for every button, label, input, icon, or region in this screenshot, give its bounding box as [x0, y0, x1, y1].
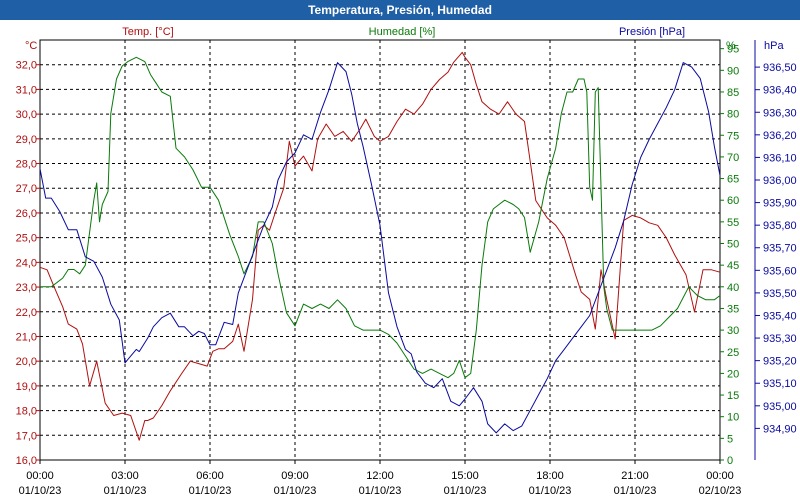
pressure-tick-label: 935,20: [763, 356, 797, 368]
pressure-tick-label: 935,50: [763, 288, 797, 300]
temp-tick-label: 18,0: [16, 406, 37, 418]
pressure-tick-label: 935,70: [763, 243, 797, 255]
temp-tick-label: 32,0: [16, 60, 37, 72]
humidity-tick-label: 15: [727, 390, 739, 402]
x-tick-time: 06:00: [196, 470, 224, 482]
time-axis-ticks: 00:00 01/10/23 03:00 01/10/23 06:00 01/10/23 0…: [19, 460, 742, 497]
pressure-tick-label: 936,00: [763, 175, 797, 187]
temp-tick-label: 23,0: [16, 282, 37, 294]
x-tick-date: 01/10/23: [19, 485, 62, 497]
temp-tick-label: 30,0: [16, 109, 37, 121]
humidity-tick-label: 10: [727, 412, 739, 424]
humidity-tick-label: 80: [727, 109, 739, 121]
pressure-tick-label: 935,30: [763, 333, 797, 345]
x-tick-date: 01/10/23: [529, 485, 572, 497]
humidity-tick-label: 25: [727, 347, 739, 359]
humidity-tick-label: 20: [727, 368, 739, 380]
pressure-tick-label: 935,40: [763, 310, 797, 322]
temp-axis-title: Temp. [°C]: [122, 26, 173, 38]
humidity-axis-ticks: 0 5 10 15 20 25 30 35 40 45 50 55 60 65 70 75 80 85 90 95: [720, 44, 739, 467]
humidity-tick-label: 35: [727, 303, 739, 315]
x-tick-date: 01/10/23: [614, 485, 657, 497]
x-tick-time: 15:00: [451, 470, 479, 482]
humidity-tick-label: 5: [727, 433, 733, 445]
temp-tick-label: 17,0: [16, 430, 37, 442]
temp-tick-label: 16,0: [16, 455, 37, 467]
temp-tick-label: 21,0: [16, 331, 37, 343]
temp-tick-label: 26,0: [16, 208, 37, 220]
x-tick-time: 00:00: [26, 470, 54, 482]
pressure-tick-label: 936,10: [763, 152, 797, 164]
humidity-unit-label: %: [726, 40, 736, 52]
temp-tick-label: 22,0: [16, 307, 37, 319]
temp-tick-label: 27,0: [16, 183, 37, 195]
pressure-axis-ticks: 934,90 935,00 935,10 935,20 935,30 935,40 935,…: [755, 62, 797, 435]
x-tick-time: 21:00: [621, 470, 649, 482]
pressure-tick-label: 935,00: [763, 401, 797, 413]
humidity-tick-label: 70: [727, 152, 739, 164]
x-tick-time: 00:00: [706, 470, 734, 482]
temp-tick-label: 19,0: [16, 381, 37, 393]
pressure-axis-title: Presión [hPa]: [619, 26, 685, 38]
humidity-tick-label: 50: [727, 239, 739, 251]
x-tick-time: 18:00: [536, 470, 564, 482]
humidity-tick-label: 85: [727, 87, 739, 99]
temp-tick-label: 20,0: [16, 356, 37, 368]
temp-tick-label: 29,0: [16, 134, 37, 146]
humidity-tick-label: 75: [727, 130, 739, 142]
humidity-tick-label: 95: [727, 44, 739, 56]
humidity-tick-label: 65: [727, 174, 739, 186]
humidity-axis-title: Humedad [%]: [369, 26, 436, 38]
pressure-tick-label: 934,90: [763, 423, 797, 435]
pressure-tick-label: 936,50: [763, 62, 797, 74]
pressure-tick-label: 936,40: [763, 85, 797, 97]
window-title: Temperatura, Presión, Humedad: [0, 0, 800, 20]
series-layer: [39, 51, 721, 441]
humidity-tick-label: 45: [727, 260, 739, 272]
x-tick-date: 01/10/23: [359, 485, 402, 497]
temp-tick-label: 25,0: [16, 233, 37, 245]
humidity-tick-label: 60: [727, 195, 739, 207]
pressure-unit-label: hPa: [764, 40, 784, 52]
horizontal-gridlines: [40, 64, 720, 436]
temp-unit-label: °C: [25, 40, 37, 52]
humidity-tick-label: 90: [727, 65, 739, 77]
humidity-tick-label: 0: [727, 455, 733, 467]
pressure-tick-label: 935,60: [763, 265, 797, 277]
temp-tick-label: 28,0: [16, 159, 37, 171]
temp-axis-ticks: 16,0 17,0 18,0 19,0 20,0 21,0 22,0 23,0 24,0 25,0…: [16, 60, 40, 467]
x-tick-time: 09:00: [281, 470, 309, 482]
pressure-tick-label: 936,20: [763, 130, 797, 142]
humidity-tick-label: 40: [727, 282, 739, 294]
pressure-tick-label: 935,90: [763, 198, 797, 210]
humidity-tick-label: 30: [727, 325, 739, 337]
x-tick-date: 01/10/23: [189, 485, 232, 497]
temp-tick-label: 24,0: [16, 257, 37, 269]
x-tick-time: 12:00: [366, 470, 394, 482]
pressure-line: [39, 62, 721, 434]
x-tick-date: 01/10/23: [104, 485, 147, 497]
humidity-line: [40, 56, 721, 379]
temp-tick-label: 31,0: [16, 84, 37, 96]
x-tick-date: 01/10/23: [444, 485, 487, 497]
x-tick-time: 03:00: [111, 470, 139, 482]
pressure-tick-label: 935,80: [763, 220, 797, 232]
pressure-tick-label: 935,10: [763, 378, 797, 390]
pressure-tick-label: 936,30: [763, 107, 797, 119]
humidity-tick-label: 55: [727, 217, 739, 229]
x-tick-date: 01/10/23: [274, 485, 317, 497]
vertical-gridlines: [124, 40, 636, 460]
x-tick-date: 02/10/23: [699, 485, 742, 497]
temperature-line: [39, 51, 721, 441]
